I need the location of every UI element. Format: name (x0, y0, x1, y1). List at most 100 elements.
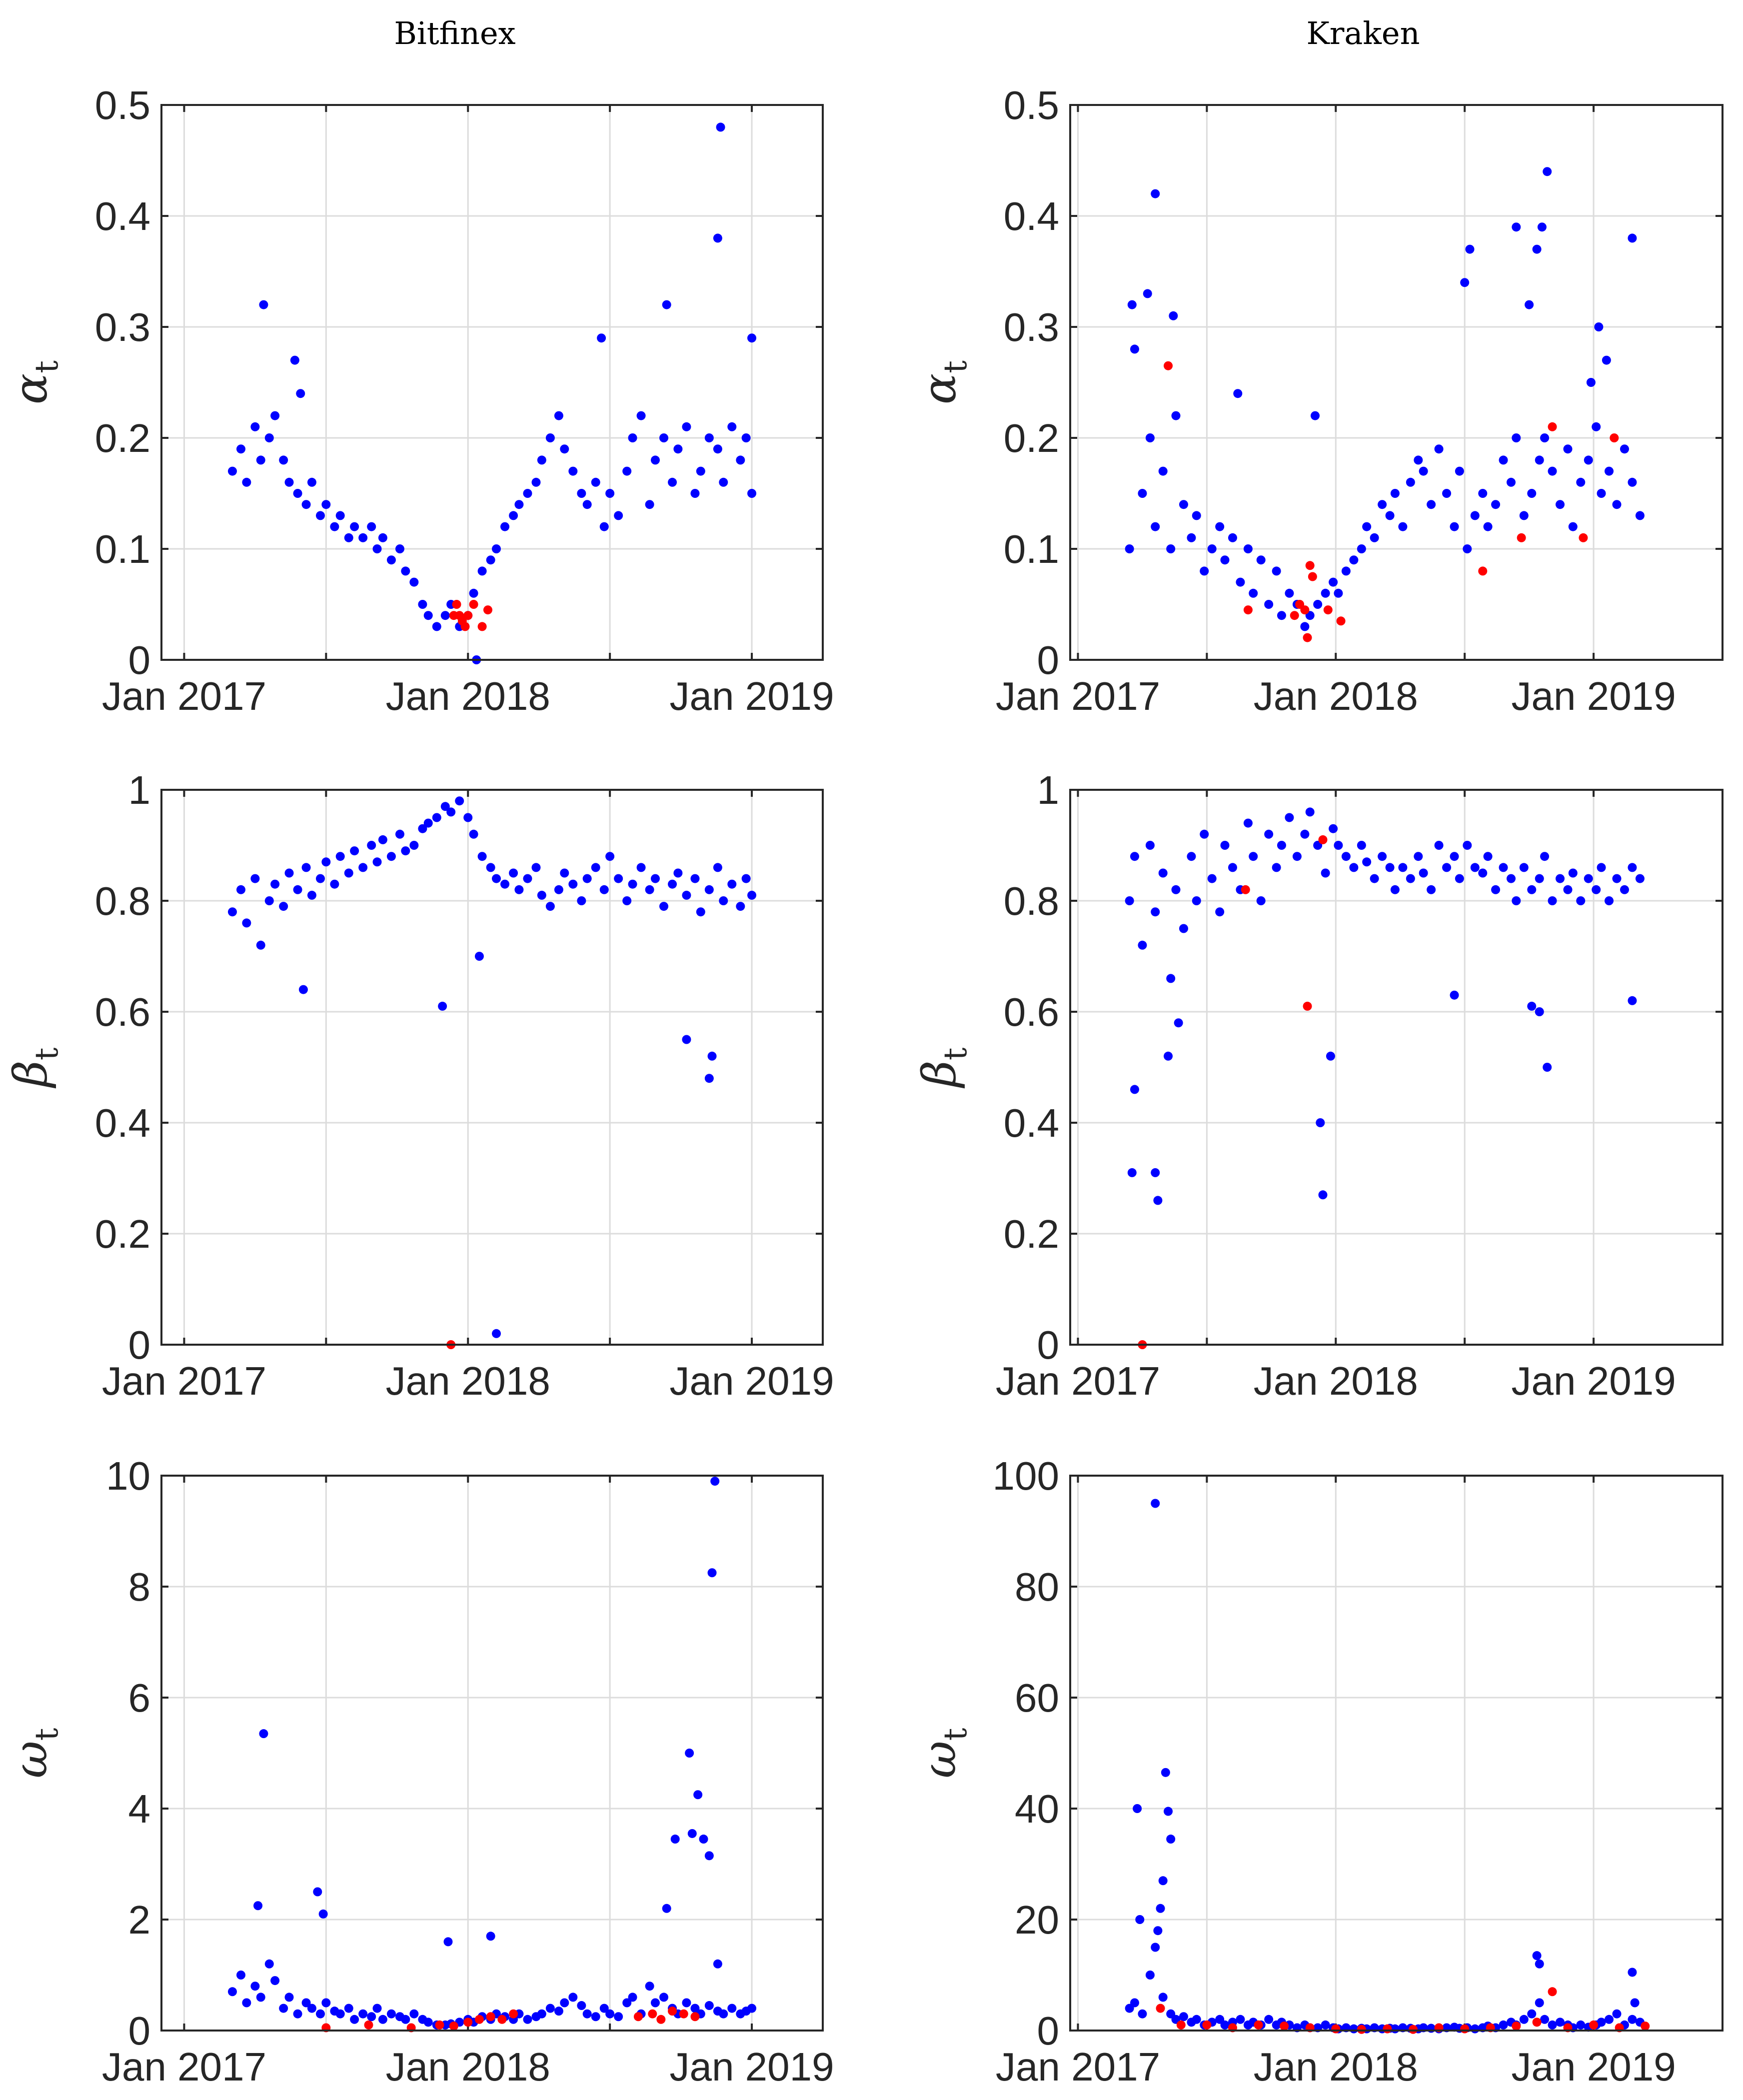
axes-frame (160, 1475, 824, 2032)
x-tick-label: Jan 2018 (386, 674, 550, 718)
point-estimate (719, 896, 728, 905)
point-estimate (1233, 389, 1243, 398)
y-axis-symbol: ω (4, 1741, 57, 1778)
y-tick-label: 0.4 (1004, 1101, 1059, 1145)
point-flagged (477, 622, 487, 631)
point-estimate (713, 1959, 722, 1969)
point-estimate (1321, 868, 1330, 878)
point-estimate (378, 533, 387, 542)
point-flagged (1357, 2025, 1366, 2034)
point-estimate (1398, 863, 1408, 872)
y-tick-label: 0 (128, 1323, 151, 1367)
point-estimate (736, 455, 745, 465)
point-estimate (290, 355, 299, 365)
point-estimate (463, 813, 473, 822)
point-estimate (432, 622, 441, 631)
point-estimate (1455, 874, 1464, 883)
point-estimate (1450, 852, 1459, 861)
point-estimate (1605, 466, 1614, 476)
point-flagged (449, 2022, 458, 2031)
point-estimate (1628, 996, 1637, 1005)
point-estimate (1264, 600, 1274, 609)
point-estimate (418, 824, 427, 833)
point-estimate (690, 489, 700, 498)
point-estimate (591, 477, 600, 487)
point-estimate (747, 890, 757, 900)
point-estimate (1143, 289, 1152, 298)
point-estimate (591, 2012, 600, 2022)
point-estimate (301, 1998, 311, 2008)
y-tick-label: 20 (1015, 1898, 1059, 1942)
point-estimate (673, 868, 683, 878)
point-estimate (344, 2004, 353, 2013)
point-estimate (1491, 885, 1501, 894)
point-estimate (682, 422, 691, 431)
point-estimate (682, 1035, 691, 1044)
point-estimate (469, 588, 478, 598)
point-estimate (1370, 533, 1379, 542)
plot-area (1070, 1476, 1723, 2031)
point-estimate (358, 2009, 368, 2019)
point-estimate (486, 555, 495, 565)
point-estimate (622, 466, 632, 476)
point-flagged (1305, 561, 1315, 570)
point-estimate (236, 885, 245, 894)
point-estimate (1470, 863, 1480, 872)
point-estimate (1592, 422, 1601, 431)
point-estimate (372, 544, 382, 553)
point-estimate (259, 1729, 268, 1739)
point-estimate (1243, 544, 1253, 553)
point-estimate (1414, 852, 1423, 861)
x-tick-label: Jan 2018 (1254, 1359, 1418, 1403)
point-estimate (628, 1993, 637, 2002)
point-flagged (486, 2012, 495, 2022)
point-flagged (668, 2007, 677, 2016)
point-estimate (1427, 885, 1436, 894)
point-estimate (704, 1074, 714, 1083)
point-estimate (1543, 167, 1552, 176)
point-estimate (1187, 533, 1196, 542)
y-axis-symbol: β (4, 1060, 57, 1088)
point-estimate (537, 2009, 546, 2019)
point-estimate (605, 2009, 615, 2019)
point-estimate (1576, 2020, 1586, 2030)
point-estimate (242, 918, 251, 928)
point-estimate (307, 477, 316, 487)
point-estimate (1576, 896, 1586, 905)
point-estimate (1612, 2009, 1622, 2019)
point-estimate (1329, 577, 1338, 587)
point-estimate (710, 1477, 720, 1486)
point-estimate (401, 2015, 410, 2024)
point-flagged (679, 2009, 688, 2019)
point-estimate (1540, 2015, 1550, 2024)
point-estimate (1635, 511, 1645, 520)
point-estimate (395, 544, 404, 553)
point-estimate (554, 411, 563, 420)
point-estimate (372, 857, 382, 867)
point-estimate (1362, 857, 1372, 867)
point-estimate (1228, 533, 1237, 542)
point-estimate (474, 952, 484, 961)
x-tick-label: Jan 2018 (386, 1359, 550, 1403)
point-estimate (1535, 1959, 1544, 1969)
point-estimate (1532, 1951, 1542, 1961)
point-estimate (1285, 813, 1294, 822)
point-estimate (736, 902, 745, 911)
point-estimate (1512, 222, 1521, 232)
point-estimate (1127, 300, 1137, 309)
point-estimate (1166, 544, 1176, 553)
point-estimate (279, 455, 288, 465)
point-estimate (1164, 1807, 1173, 1816)
y-tick-label: 4 (128, 1787, 151, 1831)
x-tick-label: Jan 2018 (1254, 674, 1418, 718)
point-estimate (614, 2012, 623, 2022)
point-estimate (423, 2018, 433, 2027)
point-estimate (1127, 1168, 1137, 1177)
point-estimate (1478, 868, 1488, 878)
point-estimate (650, 455, 660, 465)
point-estimate (1179, 2012, 1188, 2022)
point-estimate (335, 511, 345, 520)
point-estimate (1584, 874, 1593, 883)
point-estimate (1434, 444, 1444, 454)
